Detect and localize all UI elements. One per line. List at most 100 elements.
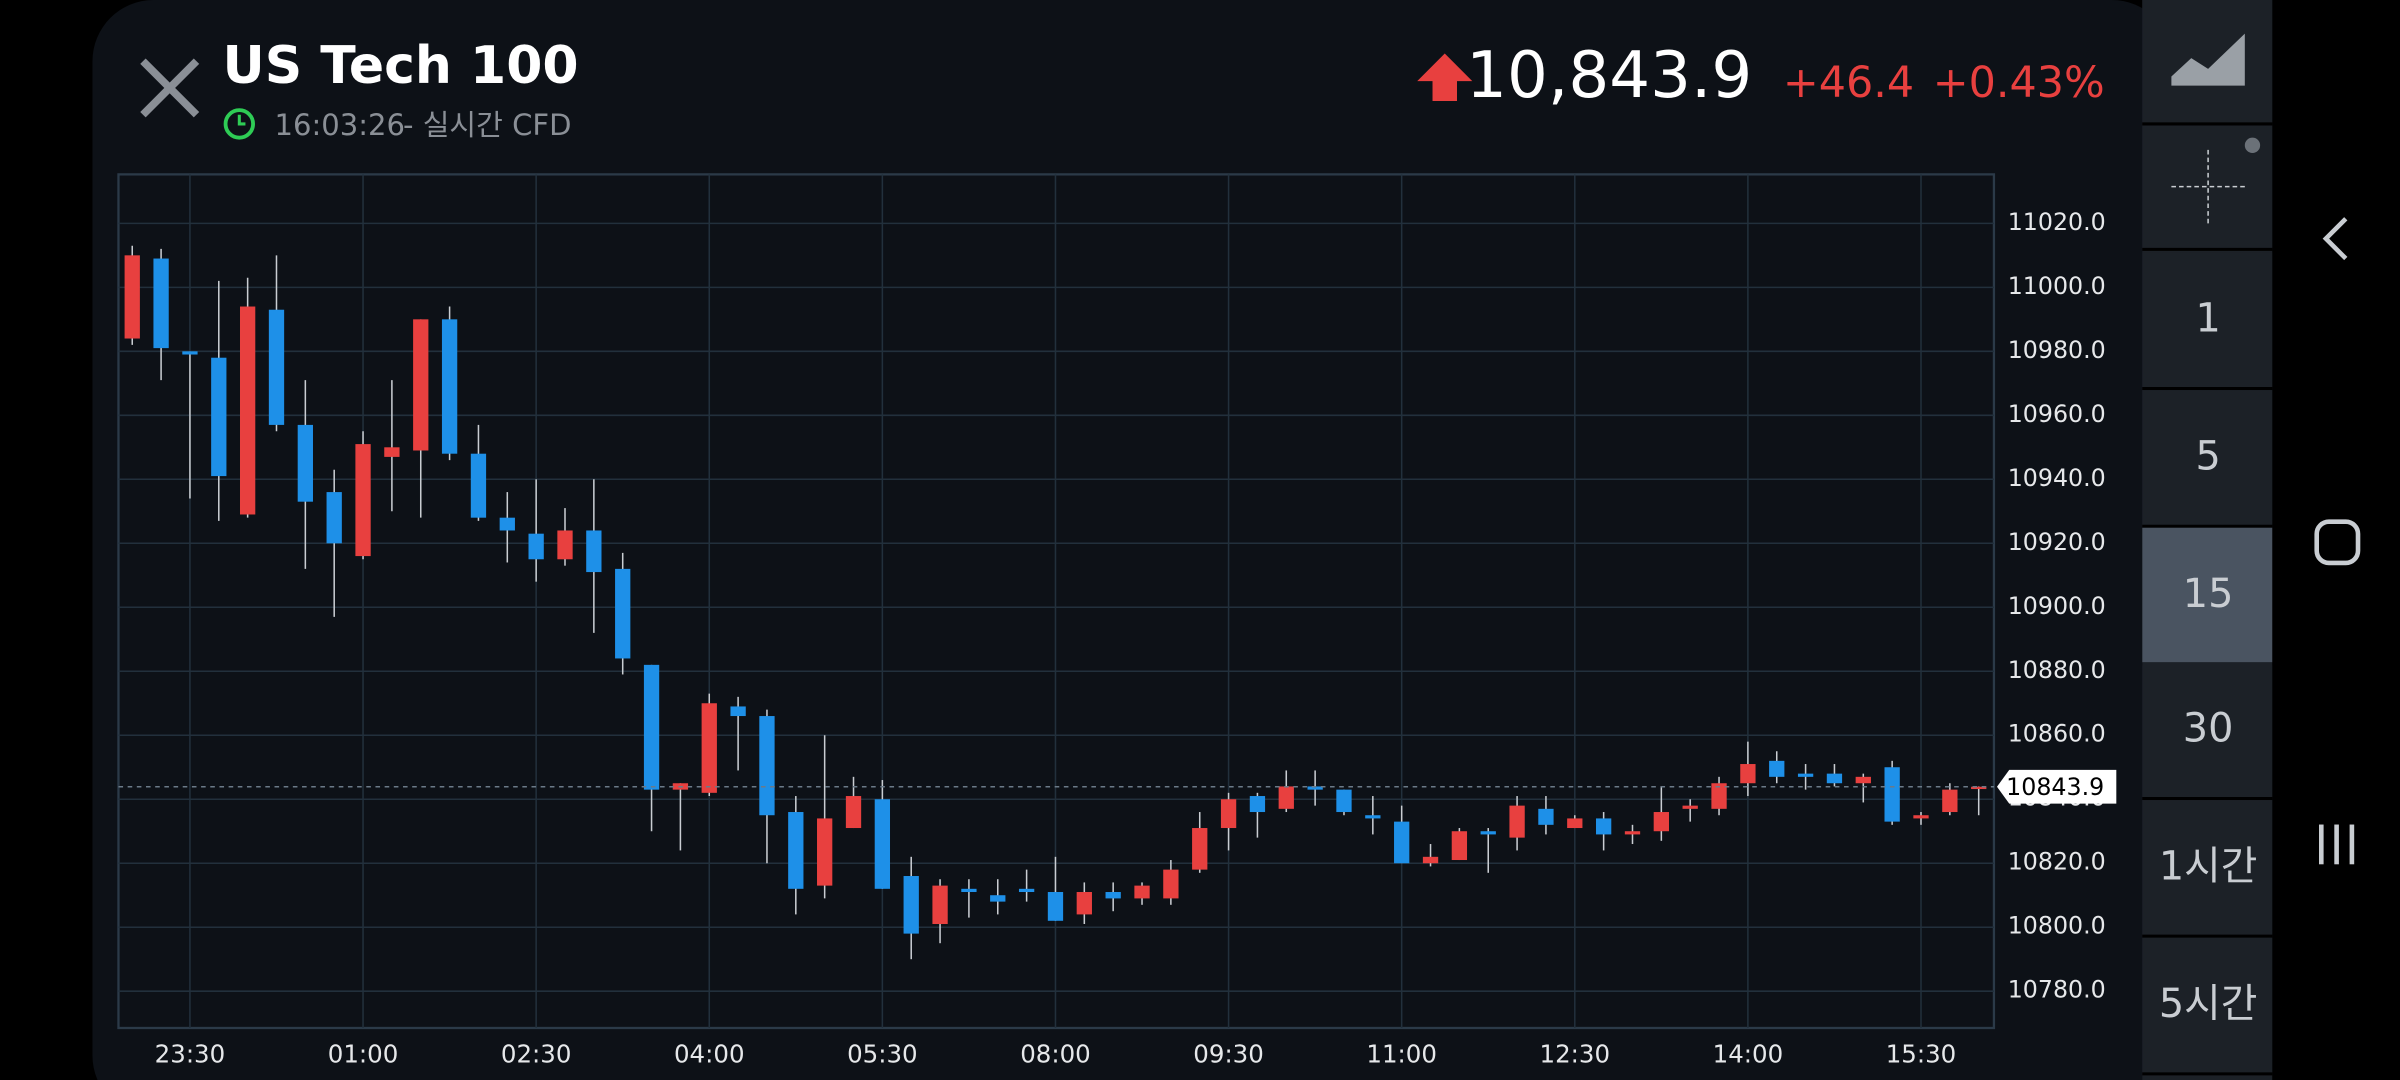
y-tick-label: 10800.0 [2008, 912, 2106, 940]
candle-body [1624, 831, 1641, 835]
candle-body [441, 319, 458, 454]
y-tick-label: 10980.0 [2008, 336, 2106, 364]
candle-body [701, 703, 717, 793]
candle-body [817, 818, 833, 886]
timeframe-label: 5시간 [2159, 981, 2257, 1027]
x-tick-label: 02:30 [501, 1040, 572, 1069]
indicator-dot [2244, 137, 2261, 153]
candle-body [1278, 786, 1294, 809]
y-tick-label: 10860.0 [2008, 720, 2106, 748]
candle-body [586, 530, 602, 573]
candle-body [239, 306, 256, 515]
candle-body [268, 309, 285, 425]
candle-body [470, 453, 487, 518]
y-tick-label: 11020.0 [2008, 208, 2106, 236]
candle-body [1192, 828, 1208, 870]
home-button[interactable] [2314, 519, 2361, 566]
button-bg [2142, 937, 2273, 1073]
candle-body [1595, 818, 1612, 835]
x-tick-label: 14:00 [1713, 1040, 1784, 1069]
candle-body [297, 424, 313, 502]
candle-body [1913, 815, 1929, 819]
back-button[interactable] [2322, 217, 2348, 261]
timeframe-label: 30 [2183, 706, 2234, 752]
candle-body [615, 568, 631, 659]
x-tick-label: 11:00 [1366, 1040, 1437, 1069]
price-change: +46.4 [1783, 58, 1914, 108]
candle-body [845, 796, 862, 829]
button-bg [2142, 390, 2273, 525]
button-bg [2142, 662, 2273, 797]
candle-body [1942, 789, 1958, 813]
plot: 10780.010800.010820.010840.010860.010880… [118, 174, 2117, 1069]
close-button[interactable] [140, 58, 200, 118]
button-bg [2142, 252, 2273, 388]
candle-body [124, 255, 140, 339]
candle-body [1105, 892, 1121, 899]
candle-body [153, 258, 169, 349]
candle-body [384, 447, 400, 457]
candle-body [788, 812, 804, 889]
candle-body [499, 517, 515, 531]
candle-body [961, 888, 977, 893]
candle-body [1740, 764, 1756, 784]
y-tick-label: 11000.0 [2008, 272, 2106, 300]
timeframe-button[interactable]: 5 [2142, 390, 2273, 525]
candle-body [1134, 885, 1150, 899]
candle-body [1855, 776, 1871, 784]
y-tick-label: 10880.0 [2008, 656, 2106, 684]
candle-body [932, 885, 948, 925]
timeframe-label: 1시간 [2159, 843, 2257, 889]
candle-body [1711, 783, 1727, 809]
y-tick-label: 10920.0 [2008, 528, 2106, 556]
y-tick-label: 10780.0 [2008, 976, 2106, 1004]
candle-body [1480, 831, 1496, 835]
x-tick-label: 09:30 [1193, 1040, 1264, 1069]
clock-icon [223, 108, 255, 140]
candle-body [1884, 767, 1900, 822]
x-tick-label: 08:00 [1020, 1040, 1091, 1069]
candle-body [413, 319, 429, 451]
chart-type-button[interactable] [2142, 0, 2273, 123]
nav-bar [2272, 0, 2400, 1080]
candle-body [903, 876, 919, 934]
x-tick-label: 23:30 [155, 1040, 226, 1069]
timeframe-button[interactable]: 15 [2142, 527, 2273, 663]
candle-body [211, 357, 227, 477]
candle-body [182, 351, 198, 355]
timeframe-label: 15 [2183, 571, 2234, 617]
candle-body [990, 895, 1006, 902]
candle-body [1451, 831, 1468, 861]
x-tick-label: 05:30 [847, 1040, 918, 1069]
candle-body [643, 664, 660, 790]
candle-body [1249, 796, 1266, 813]
crosshair-button[interactable] [2142, 125, 2273, 248]
candle-body [1509, 805, 1525, 838]
candle-body [1769, 760, 1785, 777]
candle-body [528, 533, 544, 560]
candle-body [874, 799, 891, 889]
candle-body [1653, 812, 1669, 832]
candle-body [1394, 821, 1410, 864]
candle-body [1567, 818, 1583, 829]
last-price-label: 10843.9 [2006, 773, 2104, 801]
timeframe-button[interactable]: 1 [2142, 252, 2273, 388]
candle-body [557, 530, 573, 560]
candle-body [1047, 892, 1064, 921]
x-tick-label: 04:00 [674, 1040, 745, 1069]
area-chart-icon [2171, 33, 2245, 86]
quote-source: - 실시간 CFD [403, 108, 571, 142]
clock-hands [237, 114, 246, 126]
timeframe-button[interactable]: 30 [2142, 662, 2273, 797]
last-price: 10,843.9 [1466, 38, 1752, 113]
candle-body [1076, 892, 1092, 915]
button-bg [2142, 0, 2273, 123]
y-tick-label: 10900.0 [2008, 592, 2106, 620]
candle-body [1422, 856, 1439, 864]
timeframe-button[interactable]: 5시간 [2142, 937, 2273, 1073]
button-bg [2142, 527, 2273, 663]
timeframe-button[interactable]: 1시간 [2142, 800, 2273, 935]
candle-body [1971, 786, 1987, 790]
candle-body [1682, 805, 1698, 809]
recents-button[interactable] [2319, 824, 2355, 865]
